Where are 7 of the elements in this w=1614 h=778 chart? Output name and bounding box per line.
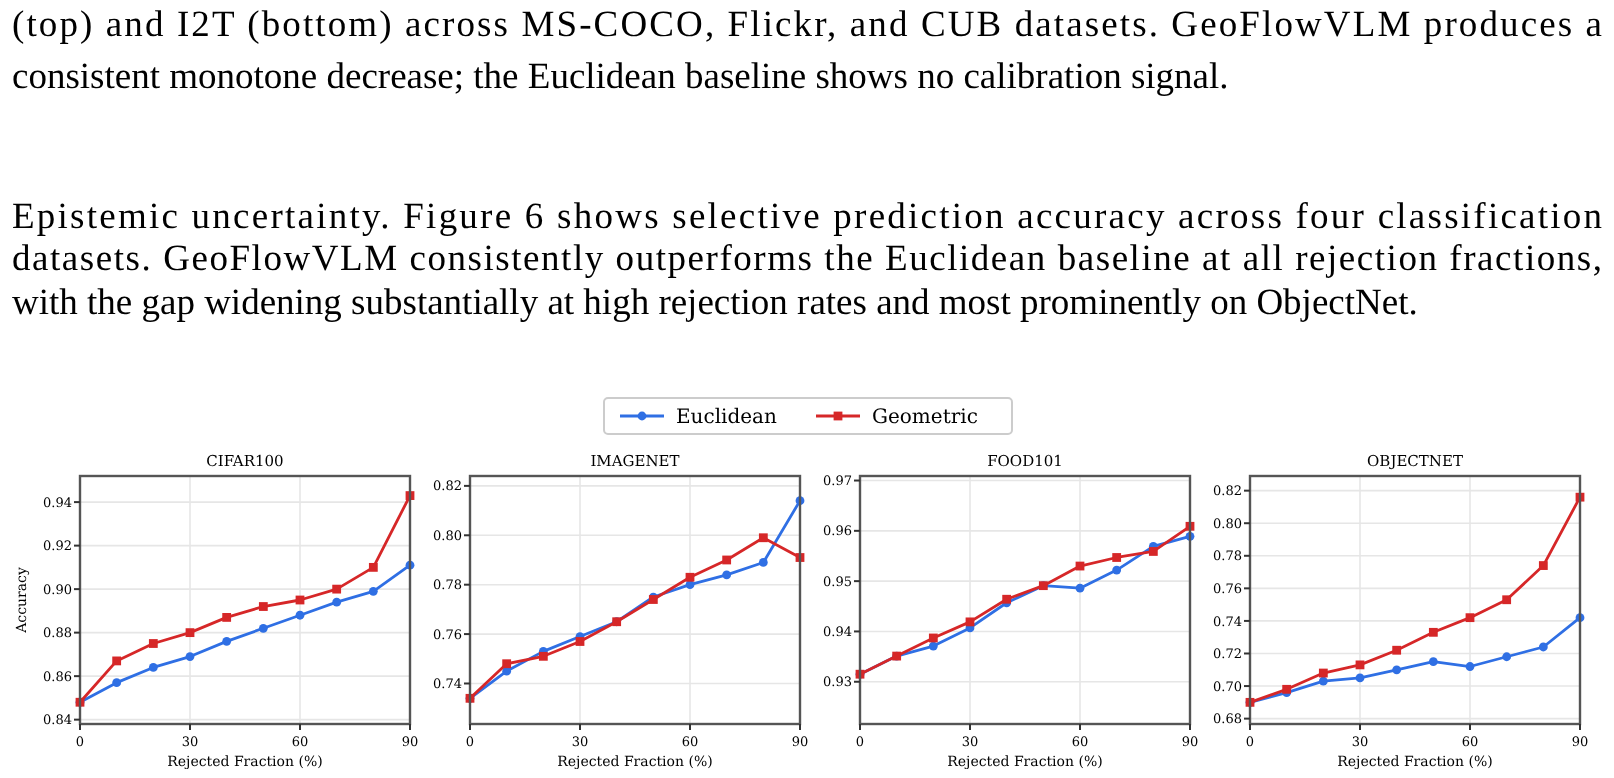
text: Epistemic uncertainty. Figure 6 shows selective prediction accuracy across four classification <box>12 198 1602 238</box>
text: datasets. GeoFlowVLM consistently outperforms the Euclidean baseline at all rejection fractions, <box>12 240 1602 280</box>
legend-label: Geometric <box>872 407 979 429</box>
text: with the gap widening substantially at high rejection rates and most prominently on ObjectNet. <box>12 284 1418 324</box>
text: (top) and I2T (bottom) across MS-COCO, Flickr, and CUB datasets. GeoFlowVLM produces a <box>12 6 1602 46</box>
text: consistent monotone decrease; the Euclidean baseline shows no calibration signal. <box>12 58 1229 98</box>
legend-label: Euclidean <box>676 407 779 429</box>
